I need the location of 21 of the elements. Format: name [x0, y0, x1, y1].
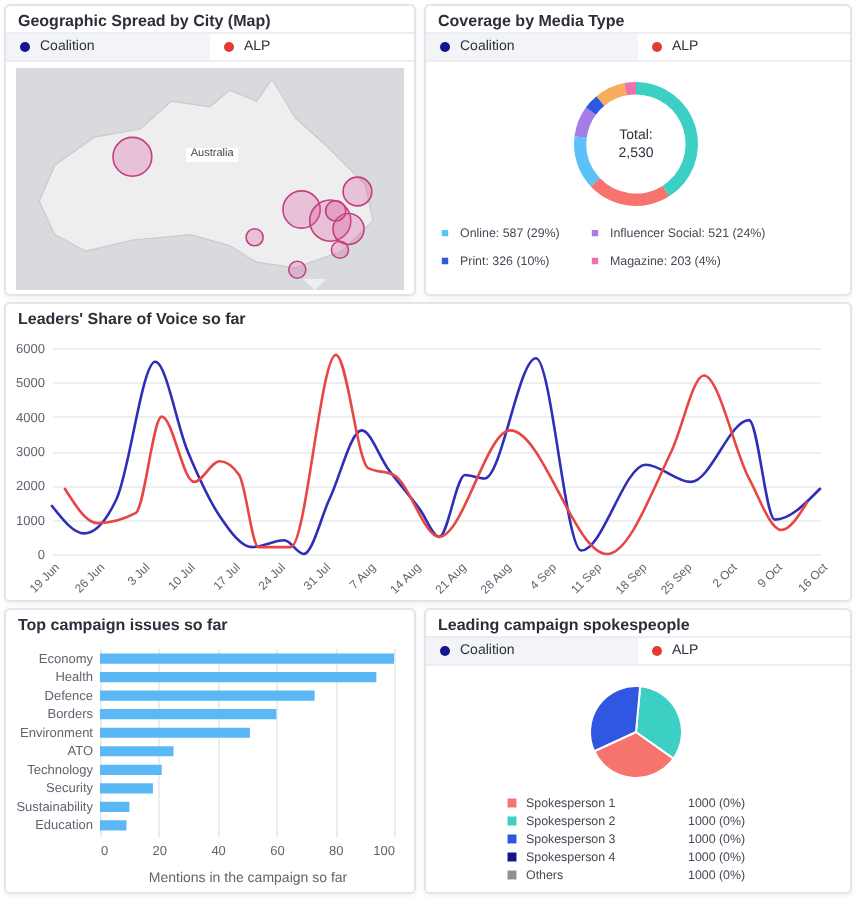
text: Geographic Spread by City (Map) — [16, 10, 273, 32]
bar — [100, 783, 153, 794]
bar — [100, 820, 127, 831]
bar — [100, 764, 162, 775]
chart-title: Coverage by Media Type — [436, 10, 627, 32]
bar — [100, 690, 315, 701]
bar — [100, 746, 174, 757]
chart-title: Top campaign issues so far — [16, 614, 230, 636]
bar — [100, 672, 377, 683]
donut-slice — [590, 177, 670, 206]
donut-slice — [585, 96, 605, 115]
bar — [100, 727, 250, 738]
bar — [100, 709, 277, 720]
chart-title: Leading campaign spokespeople — [436, 614, 692, 636]
donut-slice — [574, 136, 600, 187]
bar — [100, 801, 130, 812]
chart-title: Leaders' Share of Voice so far — [16, 308, 248, 330]
bar — [100, 653, 394, 664]
donut-slice — [574, 107, 596, 138]
donut-slice — [624, 82, 636, 96]
donut-slice — [596, 83, 627, 106]
